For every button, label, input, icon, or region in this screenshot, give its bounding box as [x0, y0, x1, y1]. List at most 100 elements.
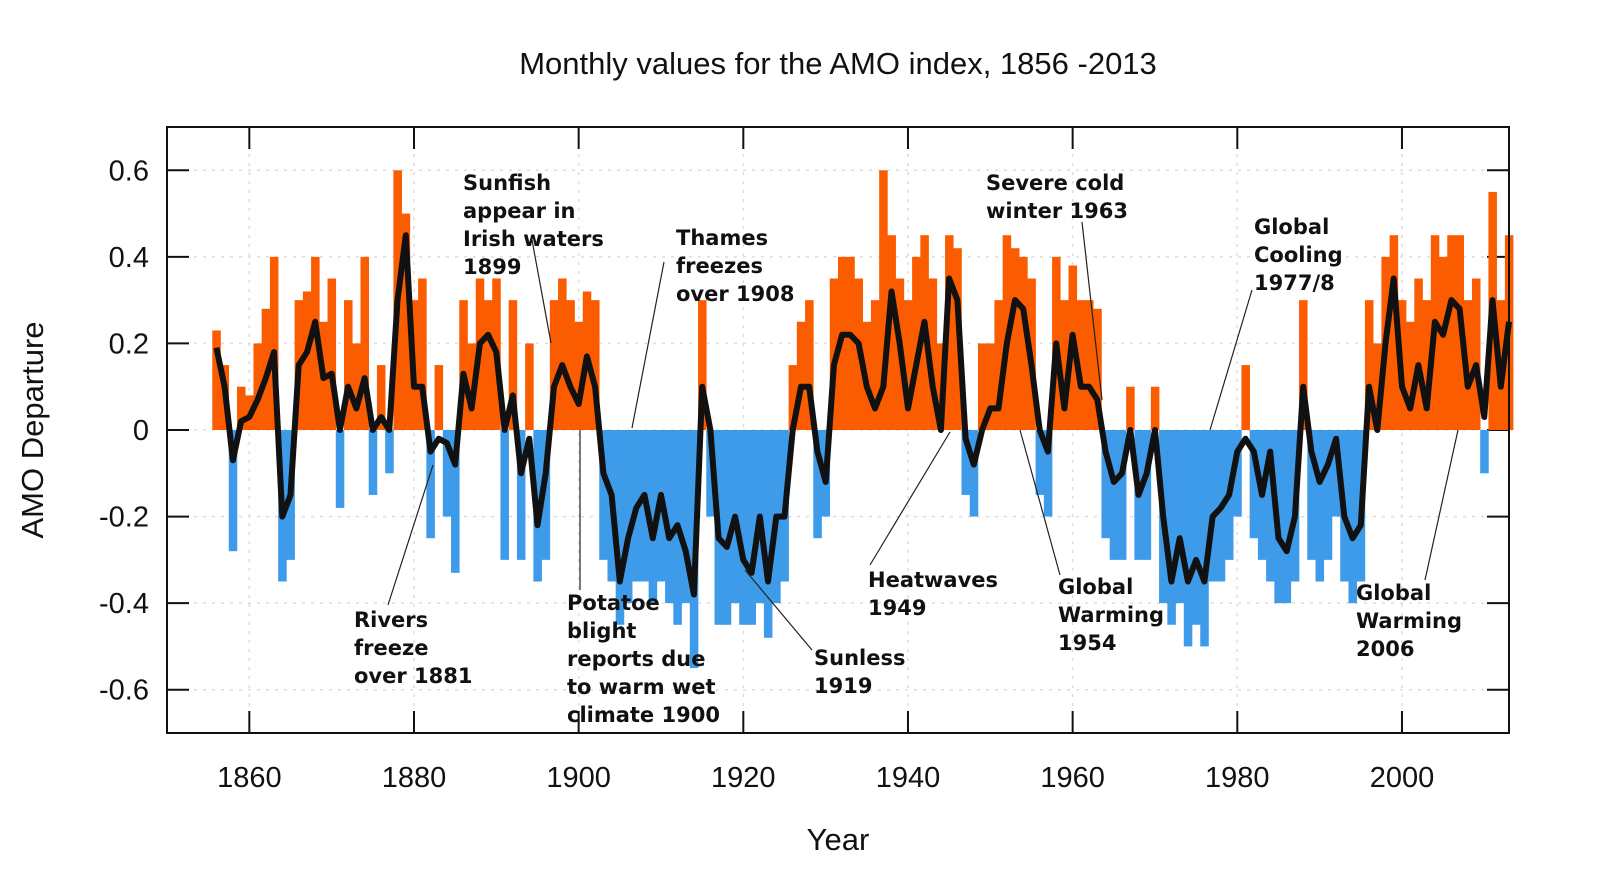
bar	[1208, 430, 1218, 582]
leader-line	[1424, 429, 1459, 581]
bar	[1406, 321, 1415, 430]
bar	[1348, 430, 1357, 604]
bar	[681, 430, 691, 604]
x-tick-label: 1960	[1040, 762, 1105, 794]
bar	[1389, 235, 1399, 430]
bar	[352, 343, 361, 430]
leader-line	[869, 431, 951, 566]
bar	[253, 343, 262, 430]
bar	[1109, 430, 1119, 560]
bar	[969, 430, 979, 517]
bar	[1373, 343, 1382, 430]
bar	[1315, 430, 1325, 582]
bar	[525, 343, 534, 430]
annotation: to warm wet	[567, 675, 716, 699]
annotations: Sunfish appear in Irish waters 1899 Thames fr…	[354, 171, 1462, 727]
bar	[236, 386, 246, 430]
bar	[574, 321, 584, 430]
bar	[706, 430, 715, 517]
bar	[1093, 308, 1102, 430]
leader-line	[631, 261, 665, 429]
bar	[1422, 300, 1432, 430]
annotation: winter 1963	[986, 199, 1128, 223]
annotation: Sunfish	[463, 171, 551, 195]
bar	[1043, 430, 1053, 517]
bar	[1117, 430, 1127, 560]
bar	[1101, 430, 1110, 539]
y-tick-label: -0.6	[99, 675, 149, 707]
bar	[813, 430, 822, 539]
bar	[1266, 430, 1275, 582]
bar	[1282, 430, 1292, 604]
annotation: Potatoe	[567, 591, 660, 615]
bar	[912, 256, 921, 430]
bar	[648, 430, 658, 604]
bar	[442, 430, 452, 517]
bar	[623, 430, 633, 604]
x-tick-label: 1880	[382, 762, 447, 794]
bar	[961, 430, 971, 495]
bar	[360, 256, 370, 430]
bar	[986, 343, 995, 430]
bar	[887, 235, 896, 430]
bar	[418, 278, 427, 430]
bar	[451, 430, 460, 573]
annotation: Global	[1356, 581, 1431, 605]
leader-line	[531, 239, 552, 344]
bar	[1307, 430, 1316, 560]
bar	[1331, 430, 1341, 517]
annotation: over 1908	[676, 282, 794, 306]
bar	[747, 430, 756, 625]
bar	[879, 170, 888, 431]
bar	[426, 430, 435, 539]
bar	[368, 430, 378, 495]
y-tick-label: 0.2	[109, 328, 149, 360]
annotation: 1977/8	[1254, 271, 1335, 295]
annotation: Global	[1058, 575, 1133, 599]
bar	[434, 365, 444, 430]
bar	[665, 430, 674, 604]
bar	[508, 300, 518, 430]
bar	[739, 430, 748, 625]
bar	[401, 213, 411, 430]
bar	[994, 300, 1003, 430]
annotation: freezes	[676, 254, 763, 278]
bar	[796, 321, 806, 430]
annotation: 1899	[463, 255, 521, 279]
bar	[1150, 386, 1160, 430]
bar	[1167, 430, 1176, 625]
bar	[1183, 430, 1193, 647]
annotation: Global	[1254, 215, 1329, 239]
bar	[1060, 300, 1069, 430]
bar	[1249, 430, 1259, 539]
bar	[566, 300, 575, 430]
annotation: Cooling	[1254, 243, 1343, 267]
bar	[1241, 365, 1250, 430]
bar	[1010, 248, 1020, 430]
bar	[1439, 256, 1448, 430]
annotation: appear in	[463, 199, 575, 223]
bar	[549, 300, 559, 430]
leader-line	[1209, 289, 1253, 431]
annotation: climate 1900	[567, 703, 720, 727]
bar	[541, 430, 551, 560]
x-tick-label: 1860	[217, 762, 282, 794]
bar	[1471, 278, 1481, 430]
y-tick-label: 0.4	[109, 242, 149, 274]
smooth-line-group	[213, 232, 1512, 598]
annotation: blight	[567, 619, 636, 643]
bar	[1142, 430, 1152, 560]
bar	[269, 256, 279, 430]
x-axis-label: Year	[807, 822, 870, 857]
bar	[903, 300, 913, 430]
y-tick-label: -0.2	[99, 502, 149, 534]
annotation: freeze	[354, 636, 428, 660]
annotation: Irish waters	[463, 227, 604, 251]
bar	[1480, 430, 1489, 474]
bar	[1084, 300, 1094, 430]
bar	[763, 430, 773, 638]
bar	[327, 278, 337, 430]
x-tick-label: 1940	[876, 762, 941, 794]
bar	[788, 365, 798, 430]
bar	[212, 330, 221, 430]
